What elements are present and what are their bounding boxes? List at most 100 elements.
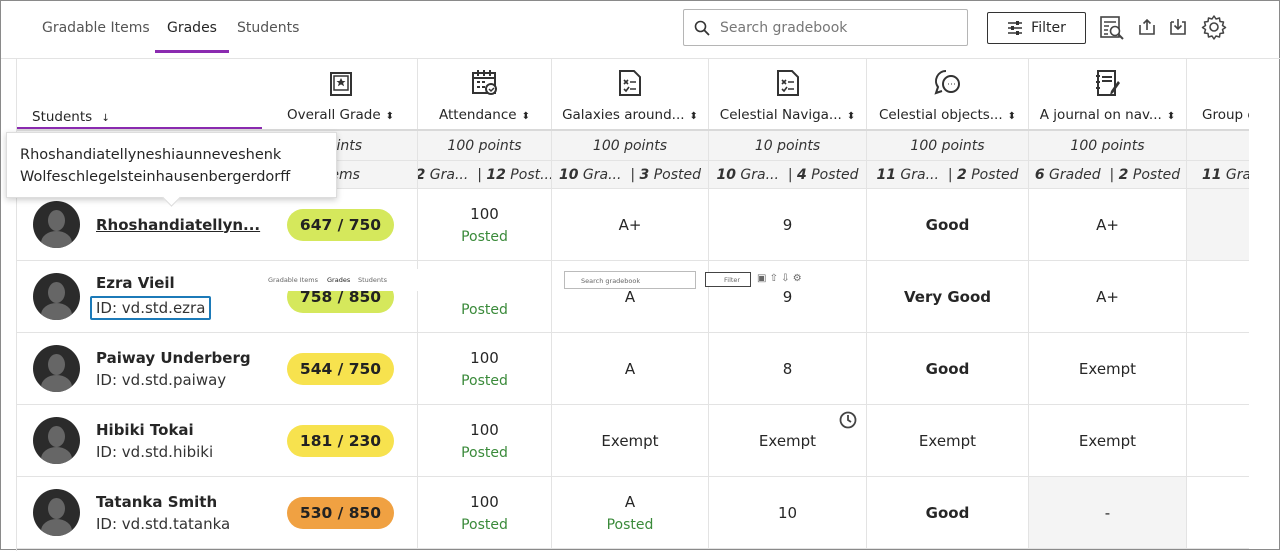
overall-grade-pill[interactable]: 181 / 230 — [286, 424, 395, 457]
grade-cell[interactable]: Good — [867, 333, 1029, 404]
tab-students[interactable]: Students — [237, 20, 300, 36]
grade-cell[interactable]: Very Good — [867, 261, 1029, 332]
grade-cell[interactable]: A — [552, 333, 709, 404]
search-placeholder: Search gradebook — [720, 19, 848, 36]
attendance-icon — [471, 70, 497, 95]
student-cell: Rhoshandiatellyn... — [17, 189, 264, 260]
header-label: Celestial objects... — [878, 107, 1003, 123]
grade-value: Exempt — [1078, 431, 1137, 450]
column-header-journal[interactable]: A journal on nav... ⬍ — [1029, 59, 1187, 129]
grade-cell[interactable]: Good — [867, 189, 1029, 260]
overall-grade-cell[interactable]: 530 / 850 — [264, 477, 418, 548]
student-name[interactable]: Rhoshandiatellyn... — [96, 215, 261, 234]
attendance-cell[interactable]: Posted — [418, 261, 552, 332]
overall-grade-pill[interactable]: 544 / 750 — [286, 352, 395, 385]
filter-button[interactable]: Filter — [987, 12, 1086, 44]
header-row: Students ↓ Overall Grade ⬍ Attendance ⬍ Ga… — [17, 59, 1249, 131]
column-header-celestial-navigation[interactable]: Celestial Naviga... ⬍ — [709, 59, 867, 129]
grade-cell[interactable] — [1187, 189, 1249, 260]
column-header-celestial-objects[interactable]: Celestial objects... ⬍ — [867, 59, 1029, 129]
student-name[interactable]: Ezra Vieil — [96, 273, 175, 292]
grade-cell[interactable]: E — [1187, 405, 1249, 476]
stats-cell: 10 Gra... | 4 Posted — [709, 161, 867, 188]
overall-grade-pill[interactable]: 758 / 850 — [286, 280, 395, 313]
history-icon[interactable] — [838, 410, 858, 430]
attendance-cell[interactable]: 100 Posted — [418, 477, 552, 548]
grading-review-icon[interactable] — [1099, 15, 1125, 41]
settings-gear-icon[interactable] — [1201, 14, 1227, 40]
header-label: Galaxies around... — [562, 107, 685, 123]
grade-cell[interactable]: A Posted — [552, 477, 709, 548]
student-name[interactable]: Hibiki Tokai — [96, 420, 194, 439]
grade-cell[interactable]: Good — [867, 477, 1029, 548]
stats-text: 10 Gra... | 3 Posted — [558, 166, 702, 183]
grade-cell[interactable]: 8 — [709, 333, 867, 404]
overall-grade-pill[interactable]: 530 / 850 — [286, 496, 395, 529]
grade-value: A+ — [618, 215, 642, 234]
grade-cell[interactable]: 10 — [709, 477, 867, 548]
column-header-galaxies[interactable]: Galaxies around... ⬍ — [552, 59, 709, 129]
grade-value: A+ — [1096, 215, 1119, 234]
grade-cell[interactable]: A+ — [1029, 189, 1187, 260]
posted-label: Posted — [966, 166, 1019, 183]
overall-grade-cell[interactable]: 181 / 230 — [264, 405, 418, 476]
stats-cell: 11 Gra. — [1187, 161, 1249, 188]
sort-icon: ⬍ — [521, 111, 530, 122]
grade-cell[interactable]: A — [552, 261, 709, 332]
grade-value: A+ — [1096, 287, 1119, 306]
attendance-cell[interactable]: 100 Posted — [418, 189, 552, 260]
stats-text: 6 Graded | 2 Posted — [1034, 166, 1181, 183]
attendance-cell[interactable]: 100 Posted — [418, 405, 552, 476]
points-text: 100 points — [592, 137, 668, 154]
tab-grades[interactable]: Grades — [155, 20, 229, 53]
grade-cell[interactable]: Exempt — [552, 405, 709, 476]
student-id: ID: vd.std.hibiki — [96, 442, 214, 461]
student-cell: Ezra Vieil ID: vd.std.ezra — [17, 261, 264, 332]
tab-gradable-items[interactable]: Gradable Items — [42, 20, 150, 36]
upload-icon[interactable] — [1138, 18, 1156, 36]
grade-cell[interactable]: 9 — [709, 189, 867, 260]
overall-grade-pill[interactable]: 647 / 750 — [286, 208, 395, 241]
filter-label: Filter — [1031, 20, 1066, 36]
grade-cell[interactable] — [1187, 261, 1249, 332]
column-header-overall-grade[interactable]: Overall Grade ⬍ — [264, 59, 418, 129]
stats-cell: 10 Gra... | 3 Posted — [552, 161, 709, 188]
overall-grade-cell[interactable]: 647 / 750 — [264, 189, 418, 260]
grade-cell[interactable]: 9 — [709, 261, 867, 332]
overall-grade-cell[interactable]: 758 / 850 — [264, 261, 418, 332]
top-bar: Gradable Items Grades Students Search gr… — [1, 1, 1280, 59]
students-header-label: Students — [32, 109, 93, 125]
graded-label: Gra... — [425, 166, 469, 183]
stats-text: 10 Gra... | 4 Posted — [716, 166, 859, 183]
grade-cell[interactable]: A+ — [552, 189, 709, 260]
grade-value: 9 — [782, 287, 793, 306]
attendance-cell[interactable]: 100 Posted — [418, 333, 552, 404]
header-label: A journal on nav... — [1039, 107, 1162, 123]
grade-cell[interactable] — [1187, 477, 1249, 548]
grade-cell[interactable]: Exempt — [1029, 405, 1187, 476]
download-icon[interactable] — [1169, 18, 1187, 36]
sort-underline — [17, 127, 262, 129]
column-header-group[interactable]: Group c — [1187, 59, 1249, 129]
grade-cell[interactable]: A+ — [1029, 261, 1187, 332]
grade-cell[interactable]: Exempt — [709, 405, 867, 476]
grade-cell[interactable]: Exempt — [867, 405, 1029, 476]
student-id[interactable]: ID: vd.std.ezra — [90, 295, 212, 320]
points-cell: 100 points — [418, 131, 552, 160]
grade-value: Good — [925, 503, 970, 522]
overall-grade-cell[interactable]: 544 / 750 — [264, 333, 418, 404]
grade-cell[interactable]: - — [1029, 477, 1187, 548]
student-cell: Paiway Underberg ID: vd.std.paiway — [17, 333, 264, 404]
column-header-attendance[interactable]: Attendance ⬍ — [418, 59, 552, 129]
tooltip-line-1: Rhoshandiatellyneshiaunneveshenk — [20, 147, 282, 163]
student-name[interactable]: Tatanka Smith — [96, 492, 218, 511]
grade-value: 8 — [782, 359, 793, 378]
student-name[interactable]: Paiway Underberg — [96, 348, 251, 367]
grade-cell[interactable]: P — [1187, 333, 1249, 404]
grade-cell[interactable]: Exempt — [1029, 333, 1187, 404]
column-header-students[interactable]: Students ↓ — [17, 59, 264, 129]
points-cell: 100 points — [552, 131, 709, 160]
header-label: Celestial Naviga... — [719, 107, 842, 123]
search-input[interactable]: Search gradebook — [683, 9, 968, 46]
avatar — [33, 489, 80, 536]
